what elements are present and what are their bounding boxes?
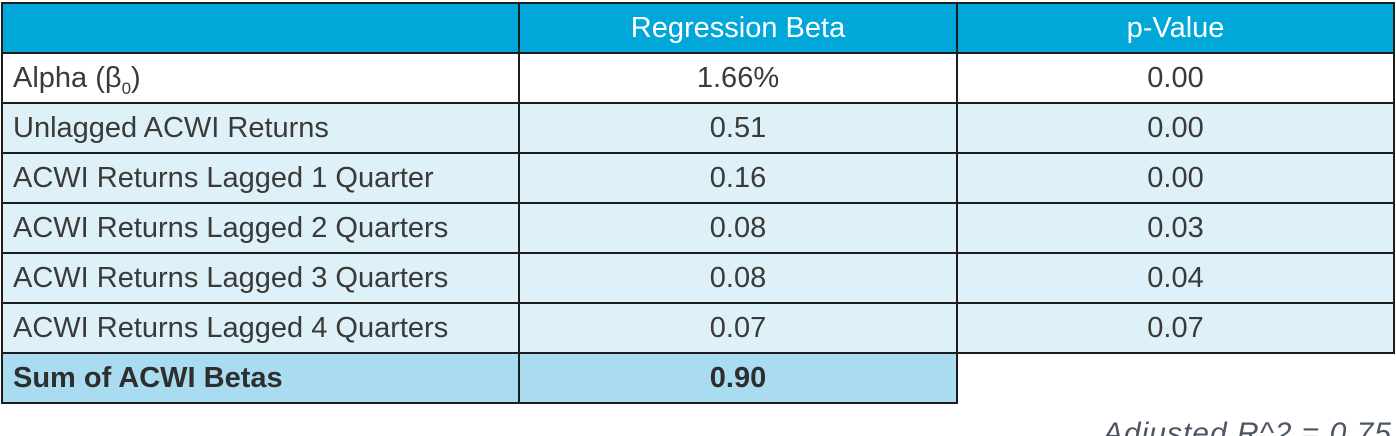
p-value: 0.00 xyxy=(956,152,1395,204)
p-value: 0.03 xyxy=(956,202,1395,254)
adjusted-r-squared-note: Adjusted R^2 = 0.75 xyxy=(1102,417,1392,436)
regression-table: Regression Beta p-Value Alpha (β0) 1.66%… xyxy=(1,2,1395,404)
row-label: ACWI Returns Lagged 3 Quarters xyxy=(1,252,520,304)
beta-value: 0.51 xyxy=(518,102,958,154)
p-value: 0.07 xyxy=(956,302,1395,354)
header-cell-empty xyxy=(1,2,520,54)
row-label: Unlagged ACWI Returns xyxy=(1,102,520,154)
table-row-unlagged: Unlagged ACWI Returns 0.51 0.00 xyxy=(1,102,1395,154)
alpha-label-close: ) xyxy=(131,61,141,94)
row-label-sum: Sum of ACWI Betas xyxy=(1,352,520,404)
beta-value-sum: 0.90 xyxy=(518,352,958,404)
table-row-lag2: ACWI Returns Lagged 2 Quarters 0.08 0.03 xyxy=(1,202,1395,254)
row-label: ACWI Returns Lagged 2 Quarters xyxy=(1,202,520,254)
row-label: ACWI Returns Lagged 4 Quarters xyxy=(1,302,520,354)
beta-value: 0.08 xyxy=(518,252,958,304)
header-row: Regression Beta p-Value xyxy=(1,2,1395,54)
p-value: 0.00 xyxy=(956,102,1395,154)
table-row-alpha: Alpha (β0) 1.66% 0.00 xyxy=(1,52,1395,104)
p-value: 0.04 xyxy=(956,252,1395,304)
beta-value: 1.66% xyxy=(518,52,958,104)
table-row-sum: Sum of ACWI Betas 0.90 xyxy=(1,352,1394,404)
beta-value: 0.07 xyxy=(518,302,958,354)
beta-value: 0.08 xyxy=(518,202,958,254)
header-cell-regression-beta: Regression Beta xyxy=(518,2,958,54)
header-cell-p-value: p-Value xyxy=(956,2,1395,54)
table-row-lag3: ACWI Returns Lagged 3 Quarters 0.08 0.04 xyxy=(1,252,1395,304)
table-row-lag4: ACWI Returns Lagged 4 Quarters 0.07 0.07 xyxy=(1,302,1395,354)
empty-cell xyxy=(957,353,1394,403)
beta-zero-subscript: 0 xyxy=(121,78,132,98)
alpha-label-text: Alpha (β xyxy=(13,61,122,94)
beta-value: 0.16 xyxy=(518,152,958,204)
p-value: 0.00 xyxy=(956,52,1395,104)
row-label-alpha: Alpha (β0) xyxy=(1,52,520,104)
row-label: ACWI Returns Lagged 1 Quarter xyxy=(1,152,520,204)
table-row-lag1: ACWI Returns Lagged 1 Quarter 0.16 0.00 xyxy=(1,152,1395,204)
